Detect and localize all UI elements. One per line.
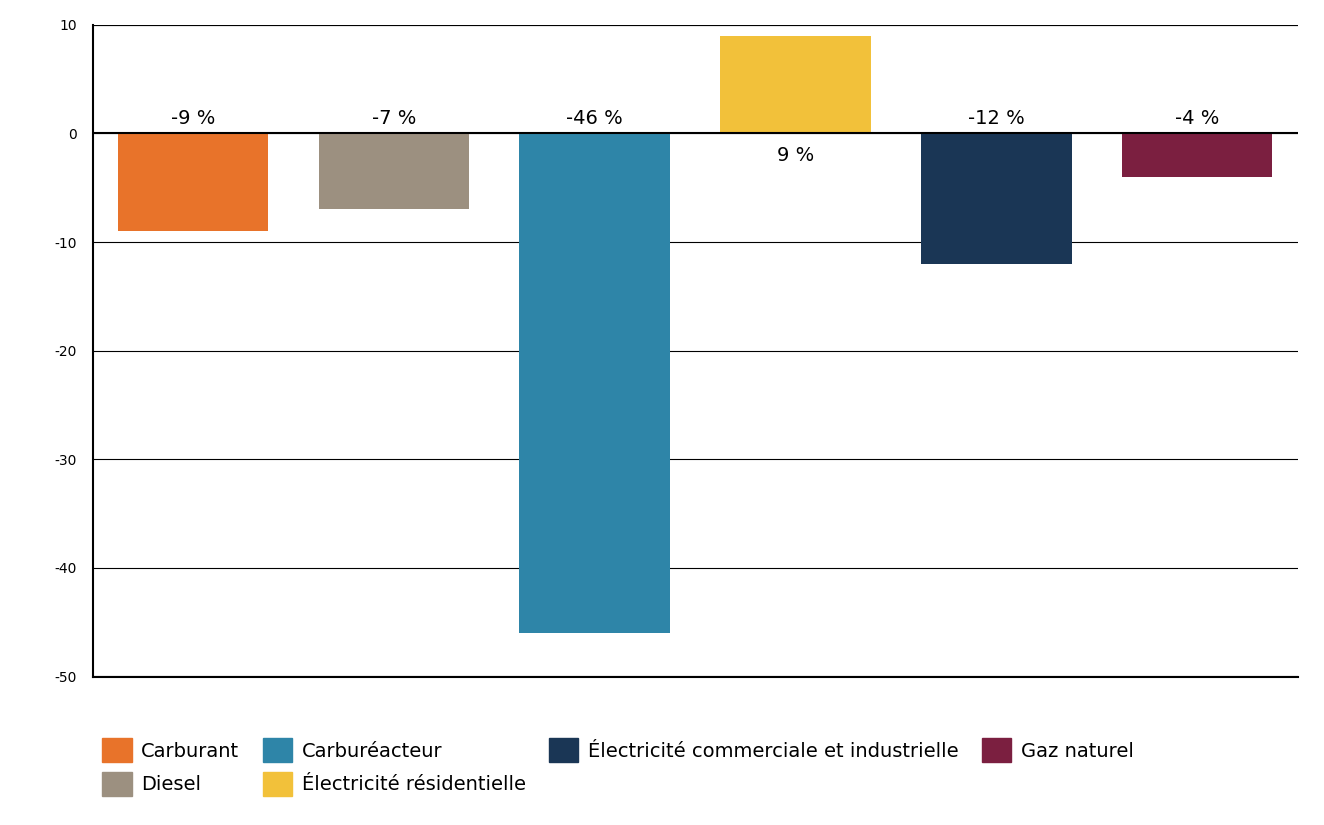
- Bar: [519, 134, 670, 633]
- Text: -9 %: -9 %: [171, 109, 216, 128]
- Text: -12 %: -12 %: [968, 109, 1025, 128]
- Bar: [1121, 134, 1272, 177]
- Text: -4 %: -4 %: [1174, 109, 1219, 128]
- Text: -46 %: -46 %: [567, 109, 624, 128]
- Bar: [720, 35, 871, 134]
- Bar: [118, 134, 269, 231]
- Text: 9 %: 9 %: [777, 146, 814, 165]
- Legend: Carburant, Diesel, Carburéacteur, Électricité résidentielle, Électricité commerc: Carburant, Diesel, Carburéacteur, Électr…: [102, 738, 1133, 795]
- Bar: [319, 134, 469, 210]
- Bar: [922, 134, 1071, 264]
- Text: -7 %: -7 %: [372, 109, 416, 128]
